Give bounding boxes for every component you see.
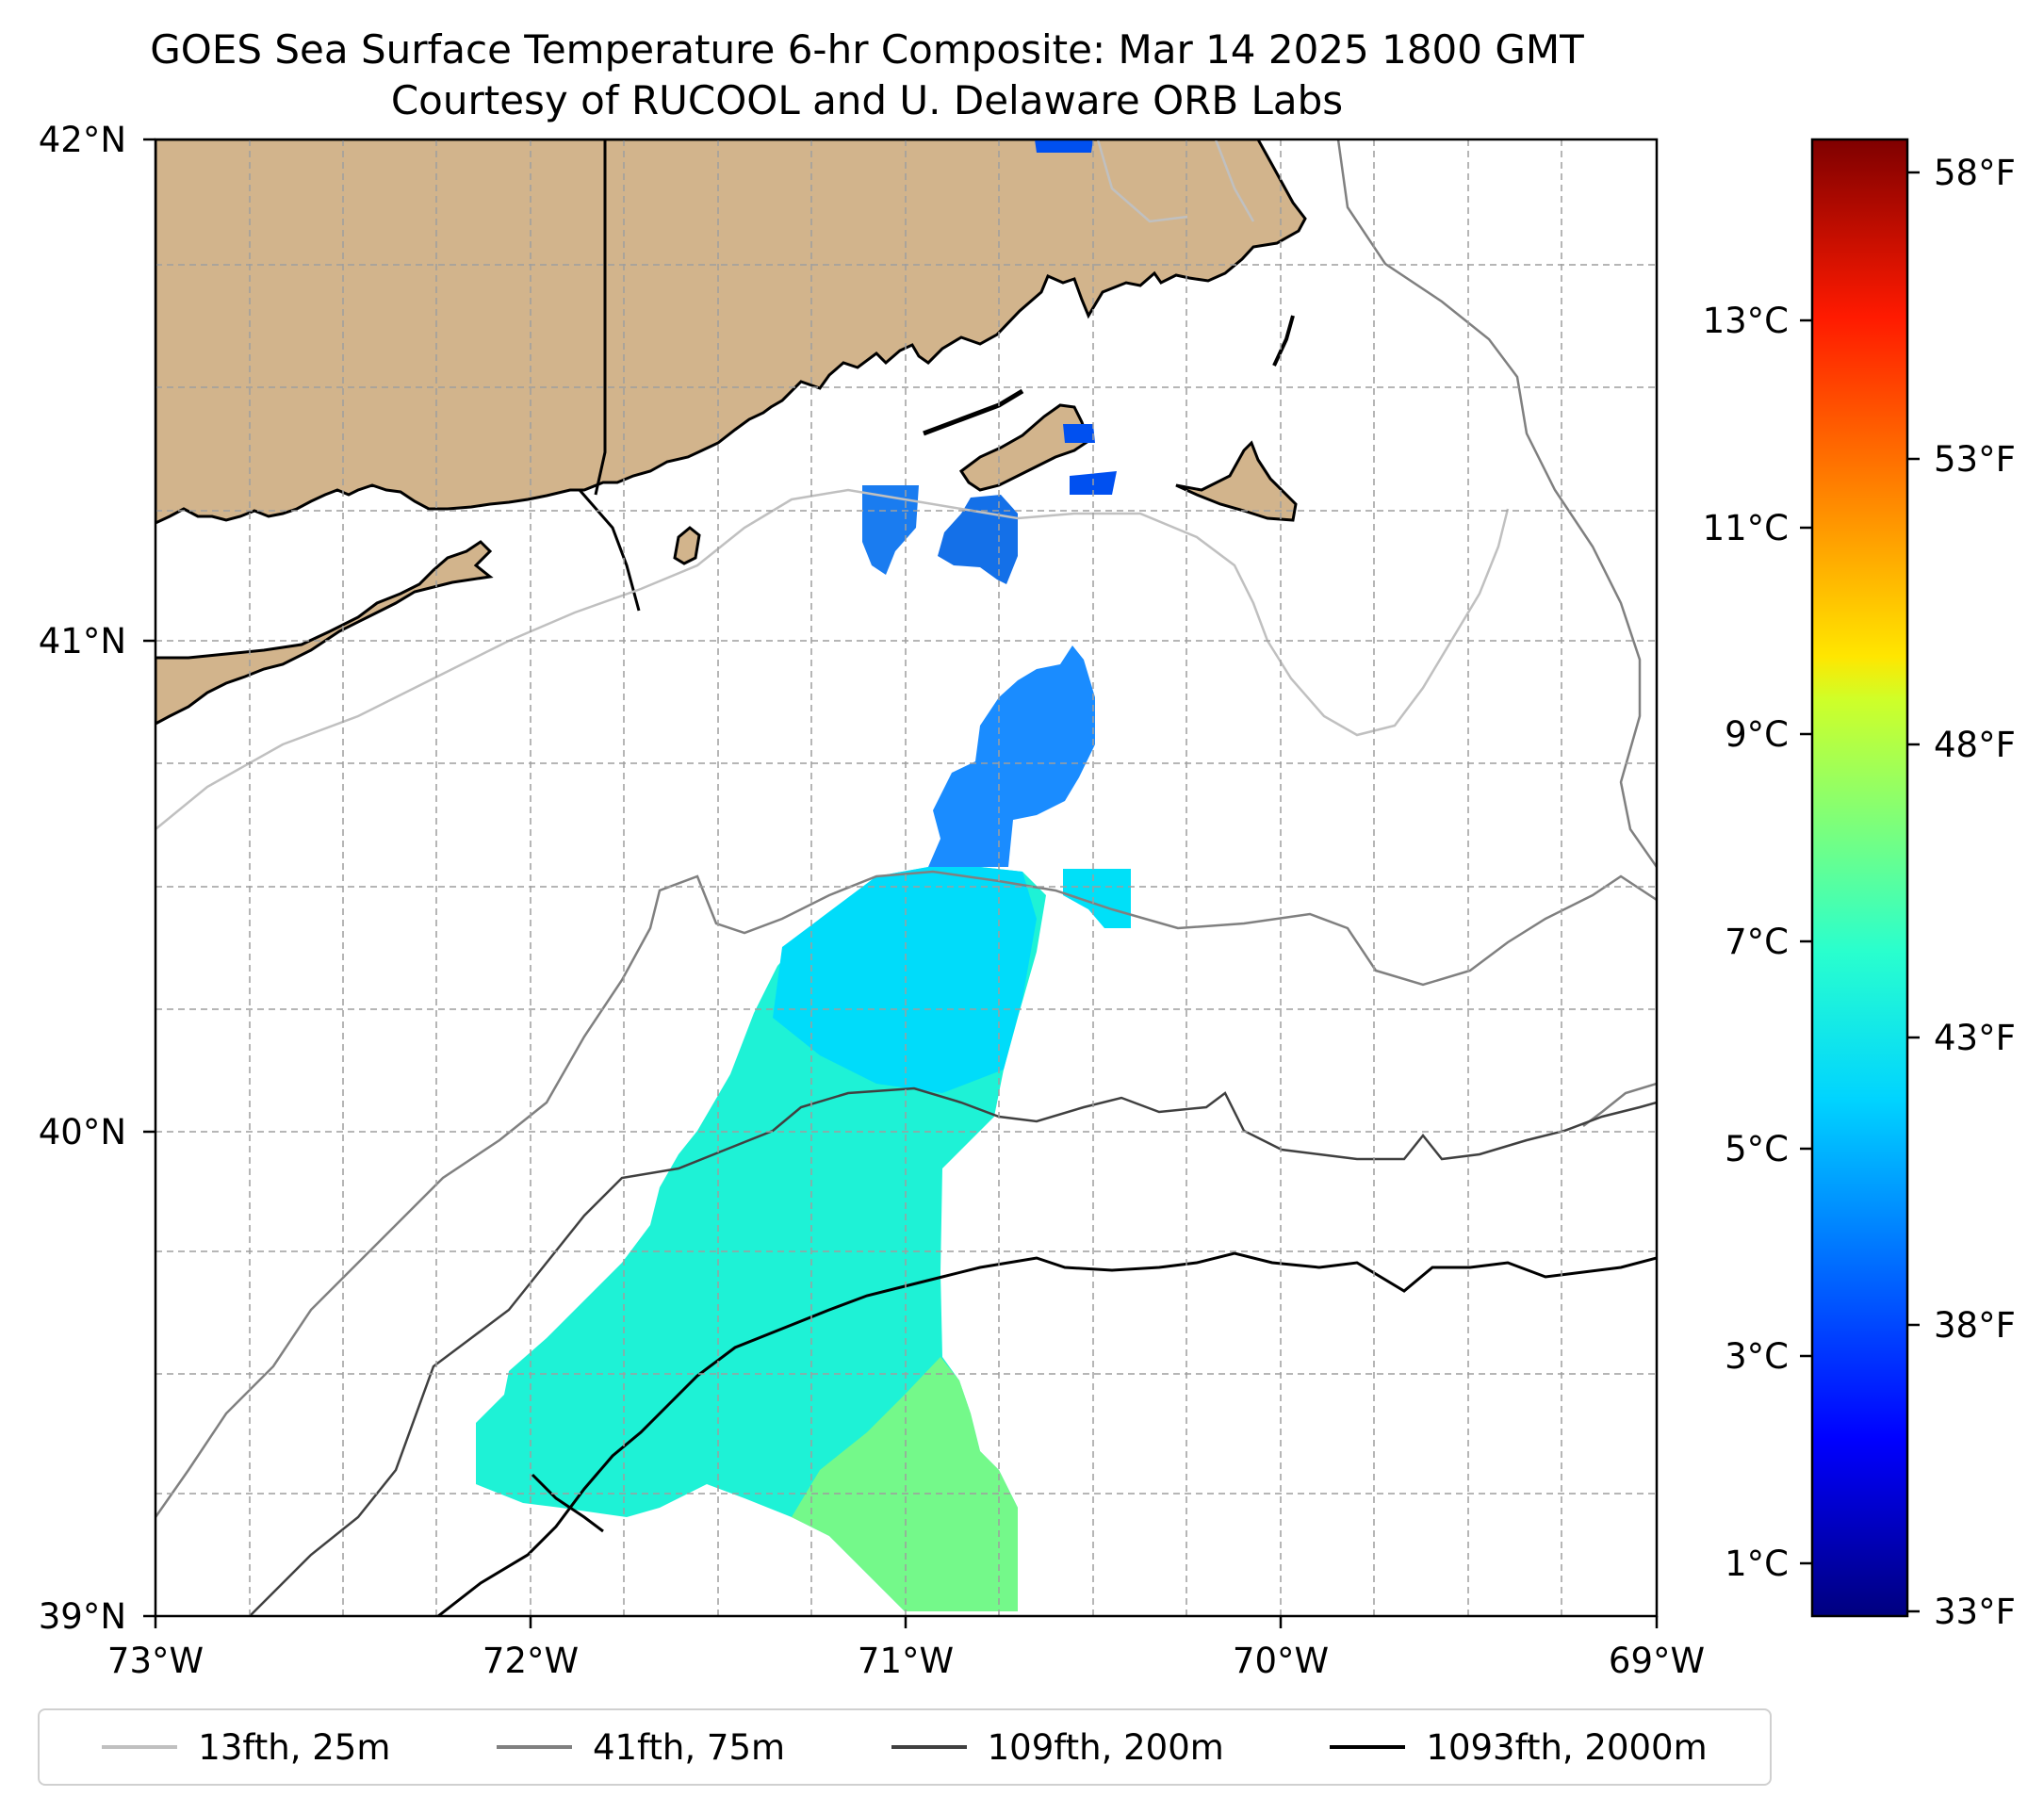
sst-patch-green: [792, 1357, 1018, 1611]
lat-label-40: 40°N: [39, 1112, 126, 1152]
lat-label-42: 42°N: [39, 120, 126, 160]
land-marthas-vineyard: [958, 403, 1090, 492]
colorbar-celsius-ticks: [1800, 319, 1812, 1565]
legend-swatch-25m: [102, 1745, 178, 1749]
lat-label-39: 39°N: [39, 1596, 126, 1637]
isobath-25m: [155, 139, 1510, 830]
map-subtitle: Courtesy of RUCOOL and U. Delaware ORB L…: [390, 77, 1344, 123]
land-monomoy: [1272, 315, 1295, 367]
land-elizabeth-islands: [923, 388, 1024, 436]
axis-ticks: [143, 138, 1659, 1628]
land-long-island: [155, 540, 494, 726]
legend-item-25m: 13fth, 25m: [102, 1727, 390, 1768]
legend-swatch-75m: [496, 1745, 572, 1749]
state-border: [578, 139, 641, 612]
colorbar-fahrenheit-ticks: [1907, 171, 1920, 1613]
land-nantucket: [1175, 440, 1298, 522]
sst-patch-cyan-upper: [773, 867, 1037, 1093]
isobath-200m: [248, 1086, 1657, 1616]
lon-label-73: 73°W: [107, 1641, 204, 1681]
sst-patch-vineyard-sound: [938, 495, 1018, 584]
legend-item-2000m: 1093fth, 2000m: [1330, 1726, 1708, 1768]
sst-patch-east: [1063, 869, 1131, 928]
fahrenheit-label-48: 48°F: [1934, 725, 2016, 765]
land-block-island: [673, 526, 701, 565]
land-mainland: [155, 139, 1307, 525]
isobath-legend: 13fth, 25m 41fth, 75m 109fth, 200m 1093f…: [38, 1708, 1772, 1786]
lon-label-69: 69°W: [1609, 1641, 1705, 1681]
map-content: [155, 139, 1657, 1616]
fahrenheit-label-33: 33°F: [1934, 1592, 2016, 1632]
fahrenheit-label-58: 58°F: [1934, 153, 2016, 193]
celsius-label-1: 1°C: [1725, 1544, 1789, 1584]
sst-patch-blue-north: [928, 645, 1095, 867]
isobath-2000m: [437, 1251, 1657, 1616]
legend-item-75m: 41fth, 75m: [496, 1726, 786, 1768]
map-title: GOES Sea Surface Temperature 6-hr Compos…: [150, 26, 1584, 73]
legend-swatch-200m: [891, 1745, 967, 1749]
celsius-label-13: 13°C: [1703, 301, 1789, 341]
lon-label-71: 71°W: [858, 1641, 954, 1681]
fahrenheit-label-43: 43°F: [1934, 1018, 2016, 1058]
legend-label-75m: 41fth, 75m: [592, 1726, 786, 1768]
celsius-label-7: 7°C: [1725, 922, 1789, 962]
legend-swatch-2000m: [1330, 1745, 1406, 1749]
fahrenheit-label-38: 38°F: [1934, 1305, 2016, 1346]
celsius-label-9: 9°C: [1725, 714, 1789, 755]
lon-label-70: 70°W: [1233, 1641, 1329, 1681]
lon-label-72: 72°W: [482, 1641, 579, 1681]
sst-patch-nantucket-shoals: [862, 485, 919, 575]
celsius-label-5: 5°C: [1725, 1129, 1789, 1169]
legend-item-200m: 109fth, 200m: [891, 1727, 1224, 1768]
colorbar: [1810, 138, 1909, 1618]
legend-label-25m: 13fth, 25m: [198, 1726, 391, 1768]
celsius-label-11: 11°C: [1703, 508, 1789, 548]
map-grid: [155, 139, 1657, 1616]
legend-label-2000m: 1093fth, 2000m: [1426, 1726, 1708, 1768]
fahrenheit-label-53: 53°F: [1934, 439, 2016, 480]
legend-label-200m: 109fth, 200m: [987, 1726, 1224, 1768]
lat-label-41: 41°N: [39, 621, 126, 662]
celsius-label-3: 3°C: [1725, 1336, 1789, 1377]
